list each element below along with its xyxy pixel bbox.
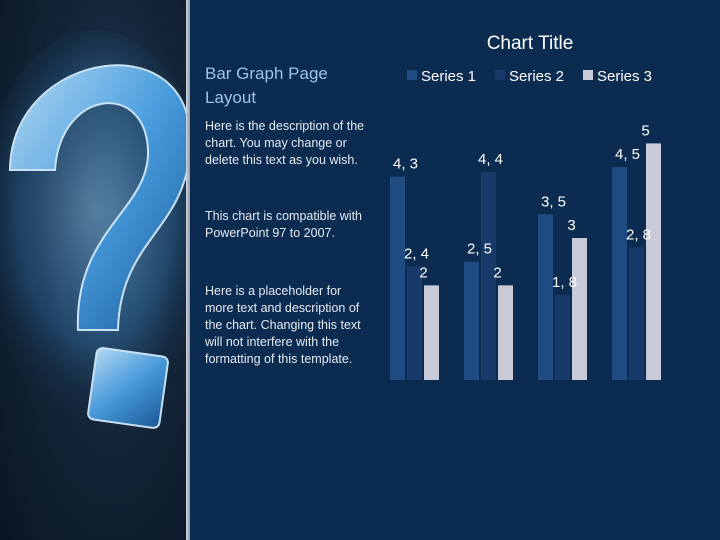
bar-series-2-cat-4 — [629, 247, 644, 380]
bar-series-3-cat-4 — [646, 143, 661, 380]
legend-label-series-3: Series 3 — [597, 68, 652, 85]
divider — [186, 0, 190, 540]
bar-series-1-cat-3 — [538, 214, 553, 380]
bar-series-1-cat-4 — [612, 167, 627, 380]
description-paragraph-1: Here is the description of the chart. Yo… — [205, 119, 365, 167]
bar-series-1-cat-2 — [464, 261, 479, 380]
legend-label-series-2: Series 2 — [509, 68, 564, 85]
legend-swatch-series-2 — [495, 70, 505, 80]
data-label-series-1-cat-3: 3, 5 — [541, 193, 566, 210]
data-label-series-1-cat-4: 4, 5 — [615, 146, 640, 163]
legend-swatch-series-3 — [583, 70, 593, 80]
data-label-series-2-cat-3: 1, 8 — [552, 274, 577, 291]
chart-title: Chart Title — [487, 33, 574, 54]
bar-series-3-cat-1 — [424, 285, 439, 380]
data-label-series-2-cat-1: 2, 4 — [404, 245, 429, 262]
data-label-series-3-cat-3: 3 — [567, 217, 575, 234]
bar-series-2-cat-2 — [481, 171, 496, 380]
bar-series-1-cat-1 — [390, 176, 405, 380]
data-label-series-3-cat-4: 5 — [641, 122, 649, 139]
bar-series-3-cat-3 — [572, 238, 587, 380]
legend-label-series-1: Series 1 — [421, 68, 476, 85]
slide-heading: Bar Graph Page Layout — [205, 64, 328, 107]
chart-bars — [390, 143, 661, 380]
chart-legend: Series 1 Series 2 Series 3 — [407, 68, 652, 85]
data-label-series-1-cat-1: 4, 3 — [393, 156, 418, 173]
bar-series-2-cat-1 — [407, 266, 422, 380]
data-label-series-3-cat-2: 2 — [493, 264, 501, 281]
description-paragraph-2: This chart is compatible with PowerPoint… — [205, 209, 363, 240]
data-label-series-3-cat-1: 2 — [419, 264, 427, 281]
data-label-series-2-cat-2: 4, 4 — [478, 151, 503, 168]
data-label-series-1-cat-2: 2, 5 — [467, 241, 492, 258]
description-paragraph-3: Here is a placeholder for more text and … — [205, 284, 361, 366]
legend-swatch-series-1 — [407, 70, 417, 80]
chart-data-labels: 4, 3 2, 5 3, 5 4, 5 2, 4 4, 4 1, 8 2, 8 2 2 3 5 — [393, 122, 651, 290]
question-mark-icon — [0, 30, 186, 430]
bar-series-3-cat-2 — [498, 285, 513, 380]
bar-series-2-cat-3 — [555, 294, 570, 380]
data-label-series-2-cat-4: 2, 8 — [626, 227, 651, 244]
hero-panel — [0, 0, 186, 540]
